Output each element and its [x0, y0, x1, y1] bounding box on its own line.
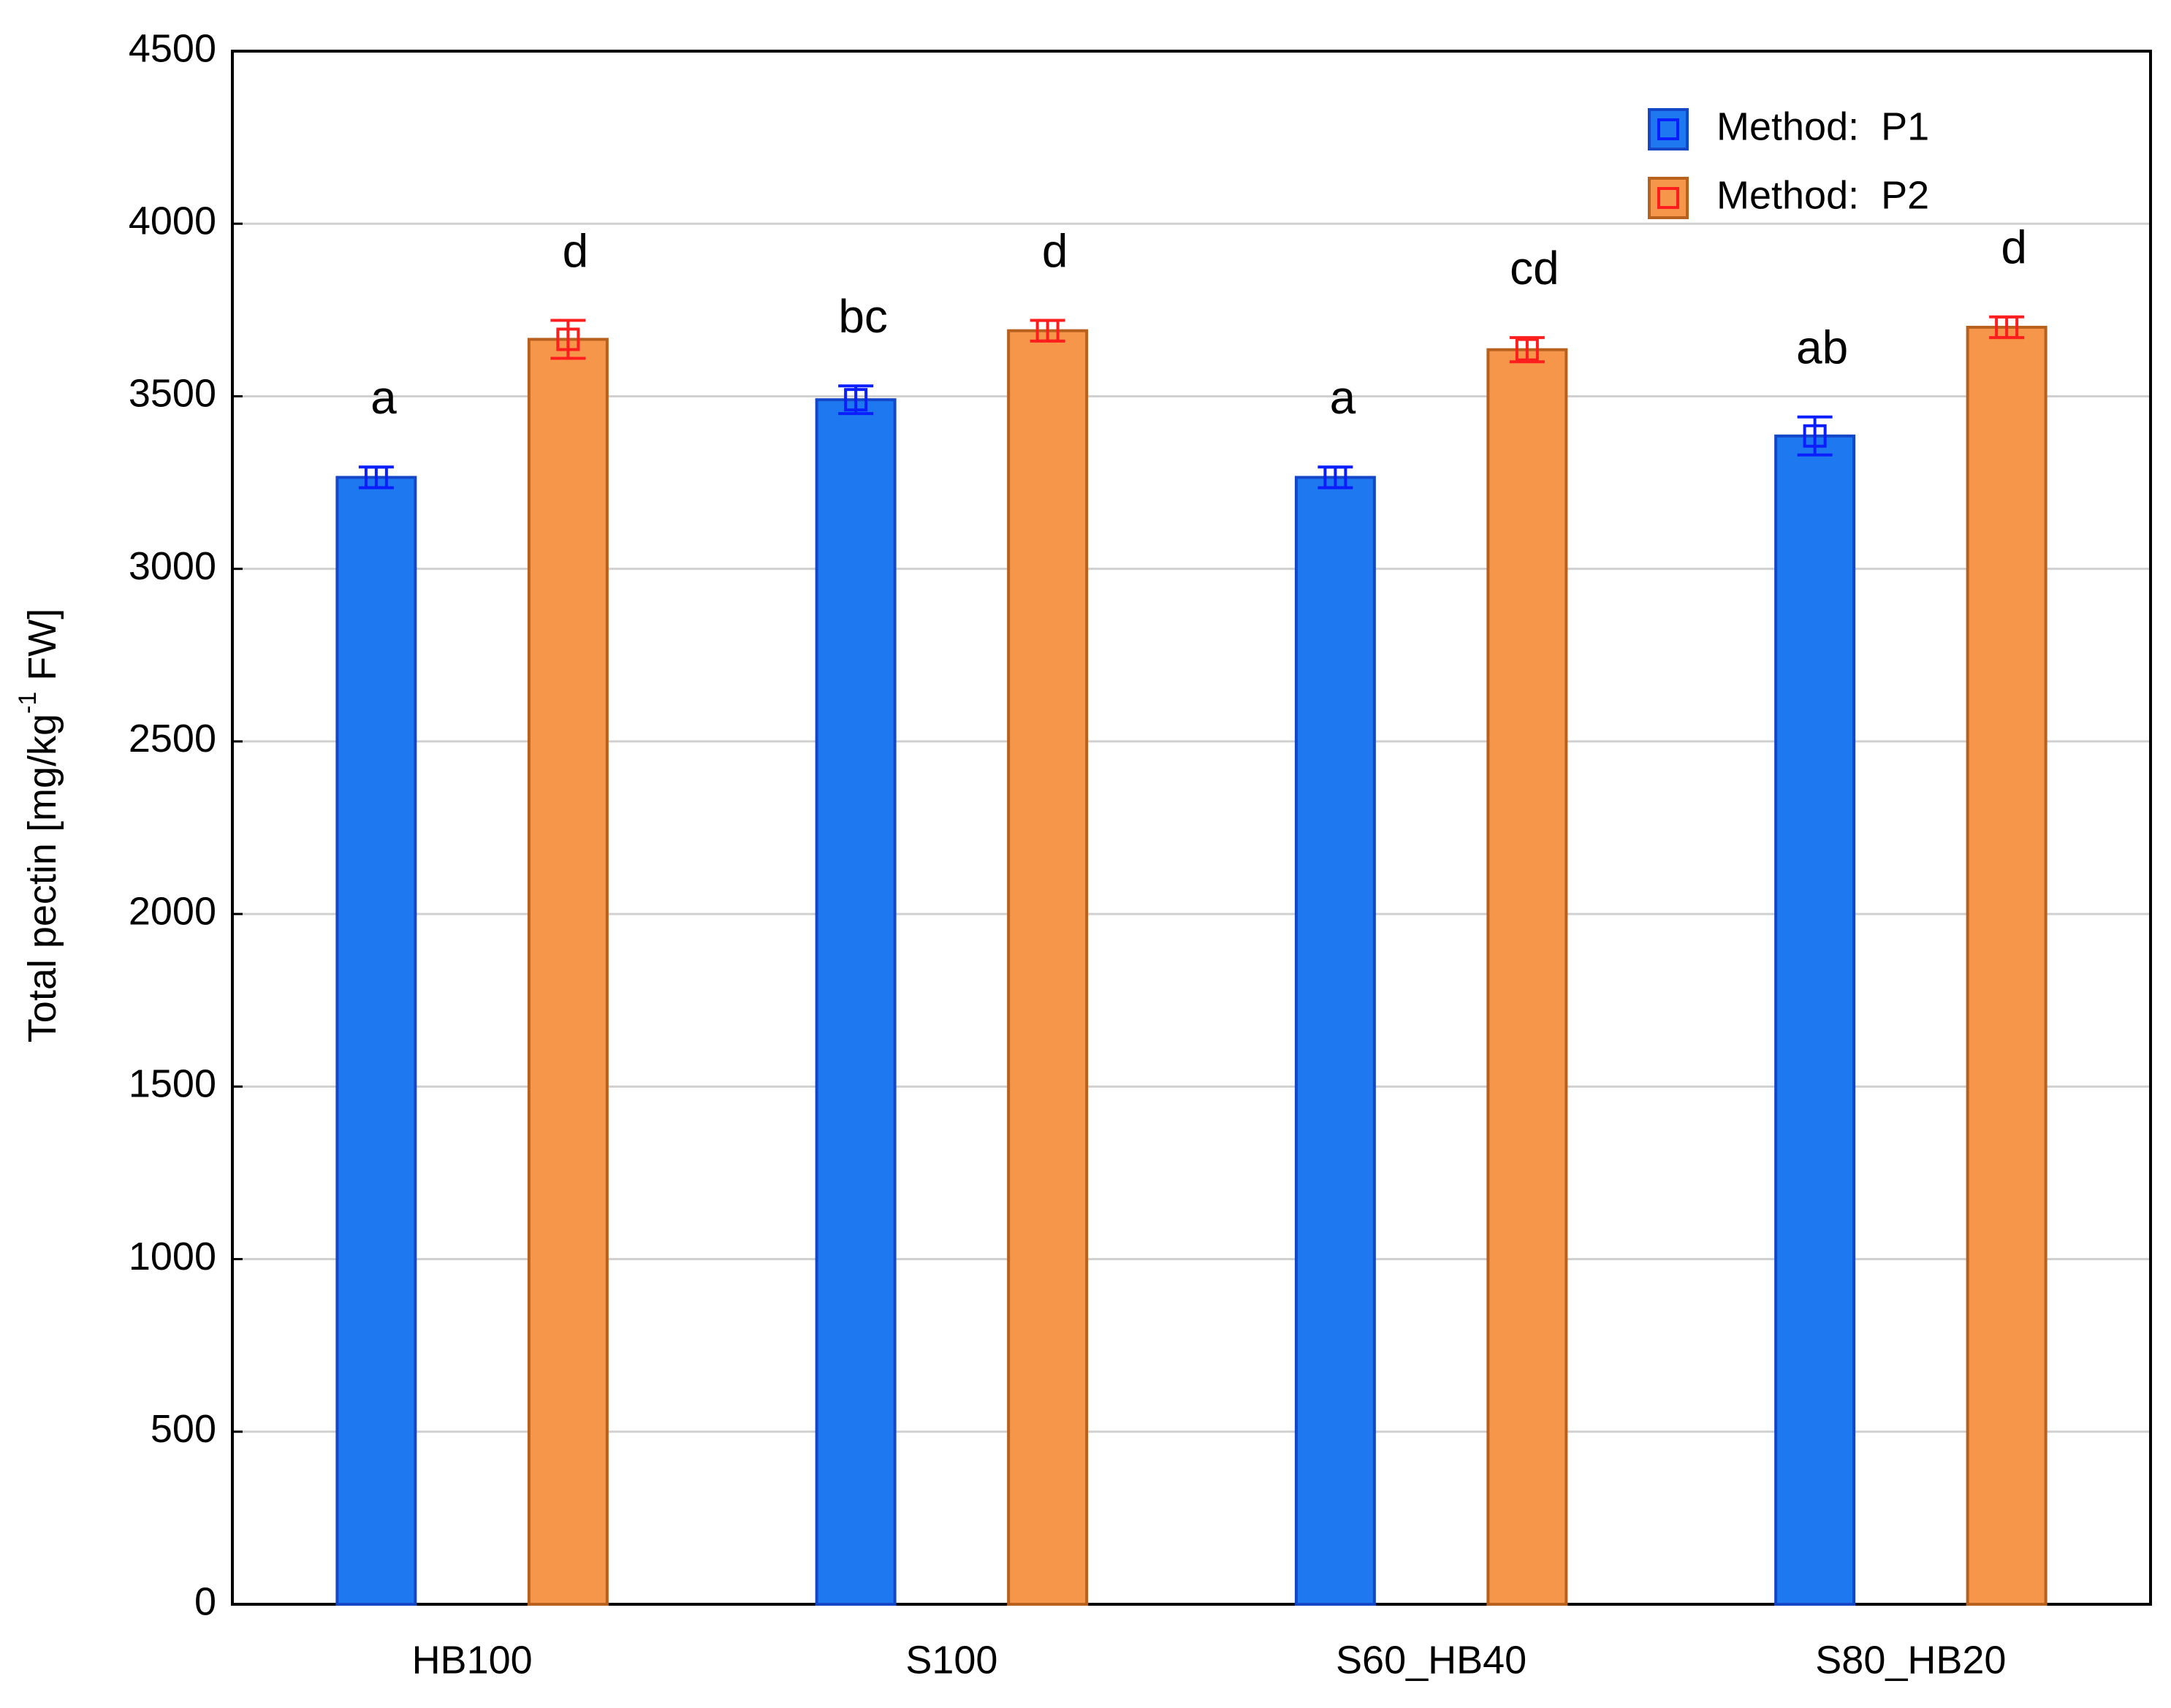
- y-tick-label: 4000: [129, 199, 216, 243]
- mean-marker: [1515, 338, 1539, 362]
- significance-label: cd: [1510, 242, 1559, 294]
- bar: [1774, 434, 1856, 1606]
- mean-marker: [844, 388, 868, 412]
- x-tick-label: S80_HB20: [1815, 1638, 2006, 1682]
- significance-label: d: [2001, 221, 2027, 274]
- significance-label: d: [563, 224, 589, 277]
- legend-label: Method: P1: [1716, 104, 1929, 148]
- mean-marker: [1323, 465, 1347, 489]
- bar: [1007, 329, 1089, 1606]
- y-tick-label: 4500: [129, 26, 216, 70]
- y-tick-label: 1500: [129, 1062, 216, 1106]
- y-tick-label: 3000: [129, 544, 216, 588]
- legend-marker: [1657, 187, 1679, 209]
- y-axis-label-end: FW]: [20, 609, 64, 692]
- y-tick-label: 0: [194, 1579, 216, 1623]
- mean-marker: [1995, 315, 2019, 339]
- significance-label: a: [370, 371, 397, 424]
- x-tick-label: HB100: [412, 1638, 533, 1682]
- plot-frame: [231, 50, 2152, 1606]
- x-tick-label: S100: [905, 1638, 997, 1682]
- significance-label: bc: [838, 290, 888, 343]
- significance-label: d: [1042, 224, 1068, 277]
- bar: [1966, 325, 2048, 1606]
- y-tick-label: 1000: [129, 1235, 216, 1278]
- legend-swatch: [1648, 177, 1689, 219]
- y-tick-label: 3500: [129, 372, 216, 416]
- y-tick-label: 2000: [129, 889, 216, 933]
- legend-marker: [1657, 118, 1679, 140]
- bar: [527, 338, 609, 1606]
- legend-swatch: [1648, 108, 1689, 150]
- bar: [1486, 348, 1568, 1606]
- significance-label: ab: [1796, 321, 1848, 374]
- bar: [815, 398, 897, 1606]
- y-tick-label: 500: [151, 1407, 216, 1451]
- x-tick-label: S60_HB40: [1336, 1638, 1526, 1682]
- y-axis-label-sup: -1: [14, 692, 42, 714]
- bar: [335, 476, 417, 1606]
- mean-marker: [1035, 319, 1060, 343]
- y-axis-label-main: Total pectin [mg/kg: [20, 714, 64, 1042]
- y-tick-label: 2500: [129, 717, 216, 760]
- legend-label: Method: P2: [1716, 173, 1929, 217]
- mean-marker: [556, 327, 580, 351]
- y-axis-label: Total pectin [mg/kg-1 FW]: [14, 609, 64, 1042]
- mean-marker: [364, 465, 388, 489]
- mean-marker: [1803, 424, 1827, 448]
- significance-label: a: [1330, 371, 1356, 424]
- bar: [1294, 476, 1376, 1606]
